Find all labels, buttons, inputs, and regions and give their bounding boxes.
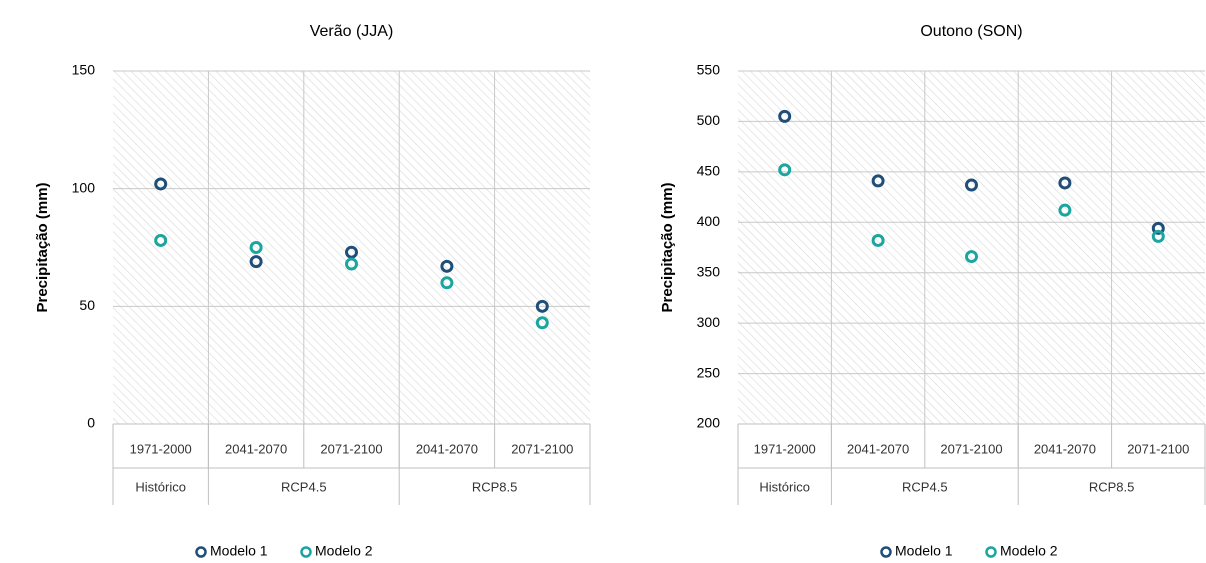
x-tick-label: 2071-2100	[320, 441, 382, 456]
y-tick-label: 50	[79, 297, 95, 313]
point	[535, 299, 549, 313]
point	[1151, 229, 1165, 243]
y-tick-label: 350	[697, 263, 721, 279]
x-tick-label: 2041-2070	[1034, 441, 1096, 456]
y-tick-label: 300	[697, 314, 721, 330]
group-label: RCP8.5	[1089, 479, 1135, 494]
point	[535, 316, 549, 330]
point	[871, 174, 885, 188]
point	[1058, 203, 1072, 217]
x-tick-label: 1971-2000	[130, 441, 192, 456]
x-tick-label: 1971-2000	[754, 441, 816, 456]
point	[440, 276, 454, 290]
x-tick-label: 2041-2070	[416, 441, 478, 456]
y-tick-label: 0	[87, 415, 95, 431]
plot-area	[738, 71, 1205, 424]
y-tick-label: 400	[697, 213, 721, 229]
y-tick-label: 250	[697, 364, 721, 380]
point	[249, 255, 263, 269]
x-tick-label: 2071-2100	[940, 441, 1002, 456]
legend-label: Modelo 1	[210, 543, 268, 559]
point	[345, 257, 358, 271]
chart-title: Outono (SON)	[920, 23, 1022, 40]
x-tick-label: 2071-2100	[1127, 441, 1189, 456]
y-tick-label: 200	[697, 415, 721, 431]
y-axis-label: Precipitação (mm)	[34, 182, 51, 312]
group-label: RCP8.5	[472, 479, 518, 494]
legend-marker	[300, 546, 312, 558]
point	[778, 109, 792, 123]
x-tick-label: 2041-2070	[847, 441, 909, 456]
y-tick-label: 100	[72, 179, 96, 195]
point	[345, 245, 358, 259]
group-label: Histórico	[759, 479, 810, 494]
y-tick-label: 150	[72, 62, 96, 78]
point	[249, 241, 263, 254]
y-axis-label: Precipitação (mm)	[659, 182, 676, 312]
legend-marker	[880, 546, 892, 558]
point	[871, 233, 885, 247]
x-tick-label: 2071-2100	[511, 441, 573, 456]
legend-label: Modelo 2	[1000, 543, 1058, 559]
group-label: Histórico	[135, 479, 186, 494]
y-tick-label: 450	[697, 163, 721, 179]
group-label: RCP4.5	[281, 479, 327, 494]
point	[965, 178, 978, 192]
point	[1058, 176, 1072, 190]
point	[154, 177, 168, 191]
point	[154, 233, 168, 247]
legend-label: Modelo 2	[315, 543, 373, 559]
chart-title: Verão (JJA)	[310, 23, 394, 40]
point	[778, 163, 792, 177]
legend-label: Modelo 1	[895, 543, 953, 559]
legend-marker	[985, 546, 997, 558]
y-tick-label: 550	[697, 62, 721, 78]
y-tick-label: 500	[697, 112, 721, 128]
group-label: RCP4.5	[902, 479, 948, 494]
x-tick-label: 2041-2070	[225, 441, 287, 456]
point	[440, 259, 454, 273]
point	[1151, 221, 1165, 235]
point	[965, 250, 978, 264]
legend-marker	[195, 546, 207, 558]
